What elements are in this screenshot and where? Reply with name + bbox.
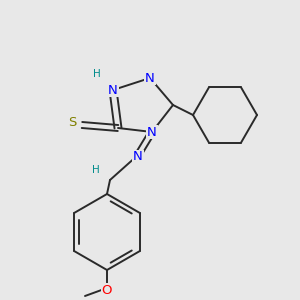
Text: N: N [108, 83, 118, 97]
Text: N: N [147, 125, 157, 139]
Text: N: N [145, 71, 155, 85]
Text: H: H [92, 165, 100, 175]
Text: S: S [68, 116, 76, 130]
Text: H: H [93, 69, 101, 79]
Text: O: O [102, 284, 112, 296]
Text: N: N [133, 151, 143, 164]
